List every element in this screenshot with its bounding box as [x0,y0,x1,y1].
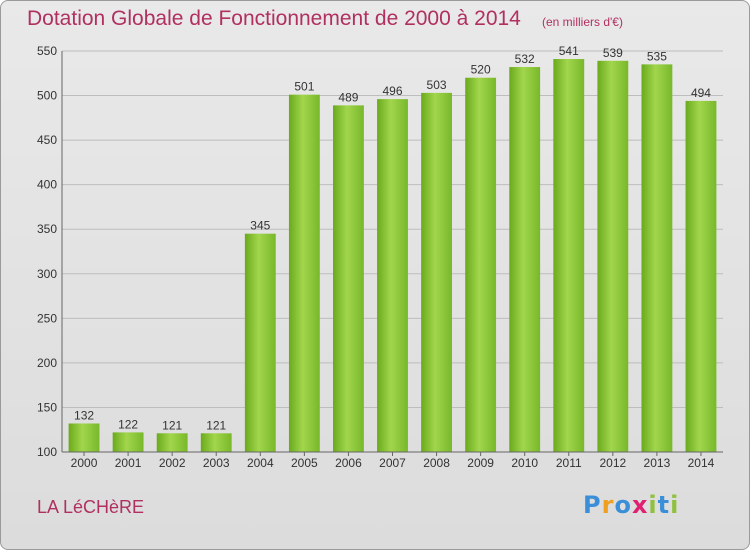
x-tick-label: 2014 [688,456,715,470]
bar-value-label: 494 [691,86,711,100]
x-tick-label: 2003 [203,456,230,470]
chart-title: Dotation Globale de Fonctionnement de 20… [27,7,521,30]
bar-value-label: 539 [603,46,623,60]
bar [509,67,541,452]
logo-letter: o [614,491,632,519]
bar-value-label: 496 [382,84,402,98]
y-tick-label: 300 [37,267,57,281]
chart-subtitle: (en milliers d'€) [542,15,623,29]
bar [333,105,364,452]
x-tick-label: 2010 [511,456,538,470]
logo-letter: i [670,491,680,519]
bar-value-label: 532 [515,52,535,66]
bar [553,59,585,453]
bar [465,77,497,452]
bar-value-label: 489 [338,90,358,104]
x-tick-label: 2002 [159,456,186,470]
x-tick-label: 2004 [247,456,274,470]
proxiti-logo: Proxiti [583,491,679,519]
bar [244,233,276,452]
bar-value-label: 132 [74,408,94,422]
bar [200,433,232,452]
logo-letter: i [648,491,658,519]
commune-name: LA LéCHèRE [37,497,145,517]
bar [685,100,717,452]
bar [641,64,673,452]
logo-letter: x [631,491,649,519]
y-tick-label: 200 [37,356,57,370]
bar-value-label: 541 [559,44,579,58]
y-tick-label: 350 [37,222,57,236]
x-tick-label: 2011 [556,456,582,470]
x-tick-label: 2008 [423,456,450,470]
y-tick-label: 450 [37,133,57,147]
logo-letter: t [657,491,671,519]
y-tick-label: 100 [37,445,57,459]
y-tick-label: 500 [37,89,57,103]
bar [156,433,188,452]
x-tick-label: 2007 [379,456,406,470]
bar-value-label: 122 [118,417,138,431]
bar-value-label: 535 [647,49,667,63]
logo-letter: P [583,491,602,519]
y-tick-label: 250 [37,311,57,325]
bar-value-label: 121 [162,418,182,432]
bar [288,94,320,453]
x-tick-label: 2012 [599,456,626,470]
bar [112,432,144,452]
bar [377,99,408,453]
bar-value-label: 520 [471,63,491,77]
bar-value-label: 345 [250,219,270,233]
bar [68,423,100,452]
y-tick-label: 400 [37,178,57,192]
x-tick-label: 2001 [115,456,142,470]
x-tick-label: 2006 [335,456,362,470]
x-tick-label: 2009 [467,456,494,470]
y-tick-label: 550 [37,44,57,58]
bar [421,92,452,452]
y-tick-label: 150 [37,400,57,414]
x-tick-label: 2005 [291,456,318,470]
bar [597,60,629,453]
x-tick-label: 2000 [71,456,98,470]
bar-value-label: 501 [294,80,314,94]
bar-value-label: 503 [427,78,447,92]
x-tick-label: 2013 [644,456,671,470]
bar-value-label: 121 [206,418,226,432]
logo-letter: r [601,491,615,519]
